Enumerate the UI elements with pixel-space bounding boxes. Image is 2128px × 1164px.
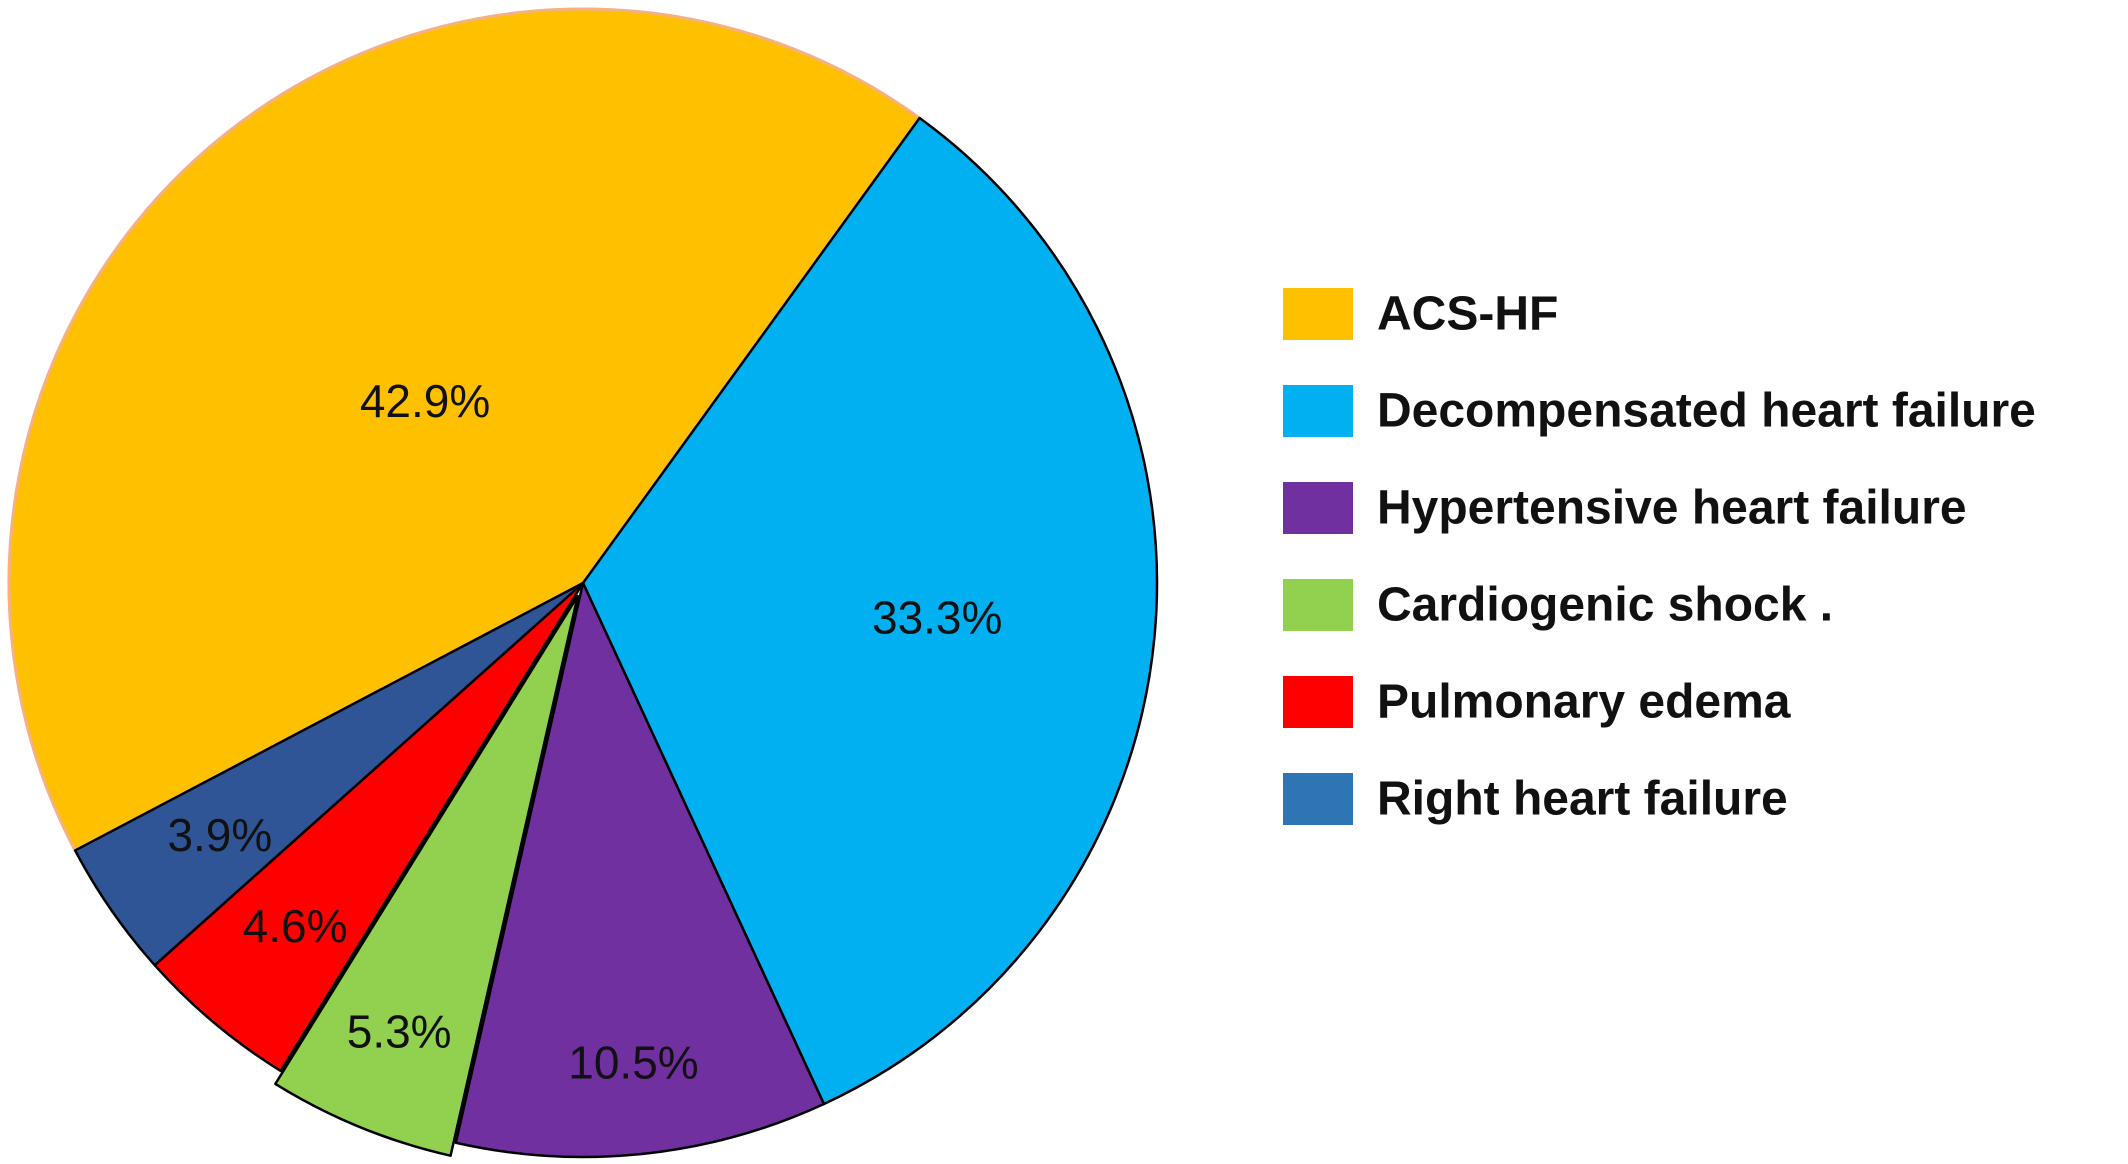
legend-swatch bbox=[1283, 385, 1353, 437]
slice-label-acs-hf: 42.9% bbox=[360, 375, 490, 427]
legend-label: Right heart failure bbox=[1377, 773, 1788, 826]
legend-item-hypertensive-heart-failure: Hypertensive heart failure bbox=[1283, 482, 1967, 535]
legend: ACS-HF Decompensated heart failure Hyperte… bbox=[1283, 288, 2036, 826]
legend-label: ACS-HF bbox=[1377, 288, 1558, 341]
slice-label-right-heart-failure: 3.9% bbox=[167, 809, 272, 861]
slice-label-hypertensive-heart-failure: 10.5% bbox=[568, 1037, 698, 1089]
pie-slice-cardiogenic-shock bbox=[274, 594, 579, 1157]
slice-label-cardiogenic-shock: 5.3% bbox=[347, 1005, 452, 1057]
legend-swatch bbox=[1283, 288, 1353, 340]
slice-label-decompensated-heart-failure: 33.3% bbox=[872, 591, 1002, 643]
slice-label-pulmonary-edema: 4.6% bbox=[243, 900, 348, 952]
legend-item-acs-hf: ACS-HF bbox=[1283, 288, 1558, 341]
pie-slice-right-heart-failure bbox=[73, 581, 585, 967]
legend-swatch bbox=[1283, 482, 1353, 534]
legend-item-decompensated-heart-failure: Decompensated heart failure bbox=[1283, 385, 2036, 438]
pie-slice-acs-hf bbox=[7, 7, 922, 852]
legend-swatch bbox=[1283, 773, 1353, 825]
pie-slice-decompensated-heart-failure bbox=[581, 116, 1159, 1106]
legend-swatch bbox=[1283, 676, 1353, 728]
legend-item-pulmonary-edema: Pulmonary edema bbox=[1283, 676, 1791, 729]
pie-slice-labels: 33.3% 10.5% 5.3% 4.6% 3.9% 42.9% bbox=[167, 375, 1002, 1089]
legend-item-right-heart-failure: Right heart failure bbox=[1283, 773, 1788, 826]
legend-item-cardiogenic-shock: Cardiogenic shock . bbox=[1283, 579, 1833, 632]
legend-swatch bbox=[1283, 579, 1353, 631]
pie-slices bbox=[7, 7, 1159, 1159]
legend-label: Cardiogenic shock . bbox=[1377, 579, 1833, 632]
legend-label: Pulmonary edema bbox=[1377, 676, 1791, 729]
legend-label: Decompensated heart failure bbox=[1377, 385, 2036, 438]
legend-label: Hypertensive heart failure bbox=[1377, 482, 1967, 535]
pie-slice-hypertensive-heart-failure bbox=[454, 581, 826, 1159]
pie-slice-pulmonary-edema bbox=[153, 581, 585, 1073]
